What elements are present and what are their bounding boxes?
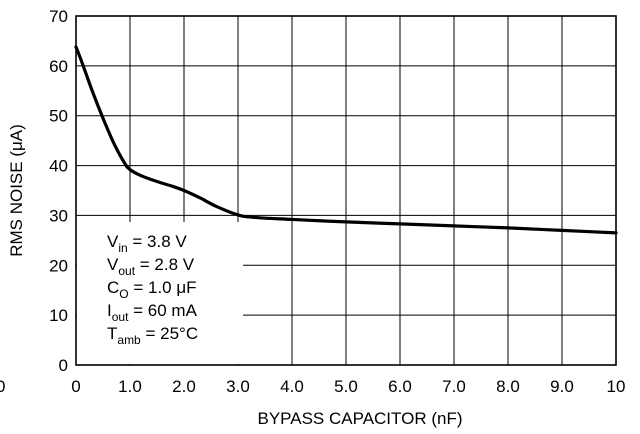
x-tick-label: 4.0 (280, 377, 304, 396)
y-tick-label: 50 (49, 107, 68, 126)
x-tick-labels: 0 1.0 2.0 3.0 4.0 5.0 6.0 7.0 8.0 9.0 10 (71, 377, 625, 396)
y-tick-label: 40 (49, 157, 68, 176)
y-tick-label: 20 (49, 256, 68, 275)
stray-left-label: 0 (0, 377, 5, 396)
plot-frame (75, 15, 617, 366)
condition-label: Vin = 3.8 V (107, 232, 187, 255)
x-tick-label: 7.0 (442, 377, 466, 396)
x-tick-label: 8.0 (496, 377, 520, 396)
condition-label: Iout = 60 mA (107, 301, 198, 324)
y-tick-label: 10 (49, 306, 68, 325)
x-axis-title: BYPASS CAPACITOR (nF) (258, 409, 463, 428)
y-tick-labels: 0 10 20 30 40 50 60 70 (49, 7, 68, 375)
x-tick-label: 1.0 (118, 377, 142, 396)
series-line (74, 45, 618, 235)
y-tick-label: 70 (49, 7, 68, 26)
condition-label: Vout = 2.8 V (107, 255, 195, 278)
y-axis-title: RMS NOISE (μA) (7, 124, 26, 257)
x-tick-label: 3.0 (226, 377, 250, 396)
y-axis-title-part: RMS NOISE ( (7, 151, 26, 257)
condition-label: Tamb = 25°C (107, 324, 198, 347)
x-tick-label: 10 (607, 377, 626, 396)
series-group (74, 45, 618, 235)
y-tick-label: 0 (59, 356, 68, 375)
x-tick-label: 5.0 (334, 377, 358, 396)
y-axis-title-part: μ (7, 141, 26, 151)
y-tick-label: 30 (49, 206, 68, 225)
x-tick-label: 9.0 (550, 377, 574, 396)
conditions-backdrop (77, 222, 243, 364)
x-tick-label: 6.0 (388, 377, 412, 396)
y-tick-label: 60 (49, 57, 68, 76)
y-axis-title-part: A) (7, 124, 26, 141)
condition-label: CO = 1.0 μF (107, 278, 197, 301)
x-tick-label: 2.0 (172, 377, 196, 396)
x-tick-label: 0 (71, 377, 80, 396)
